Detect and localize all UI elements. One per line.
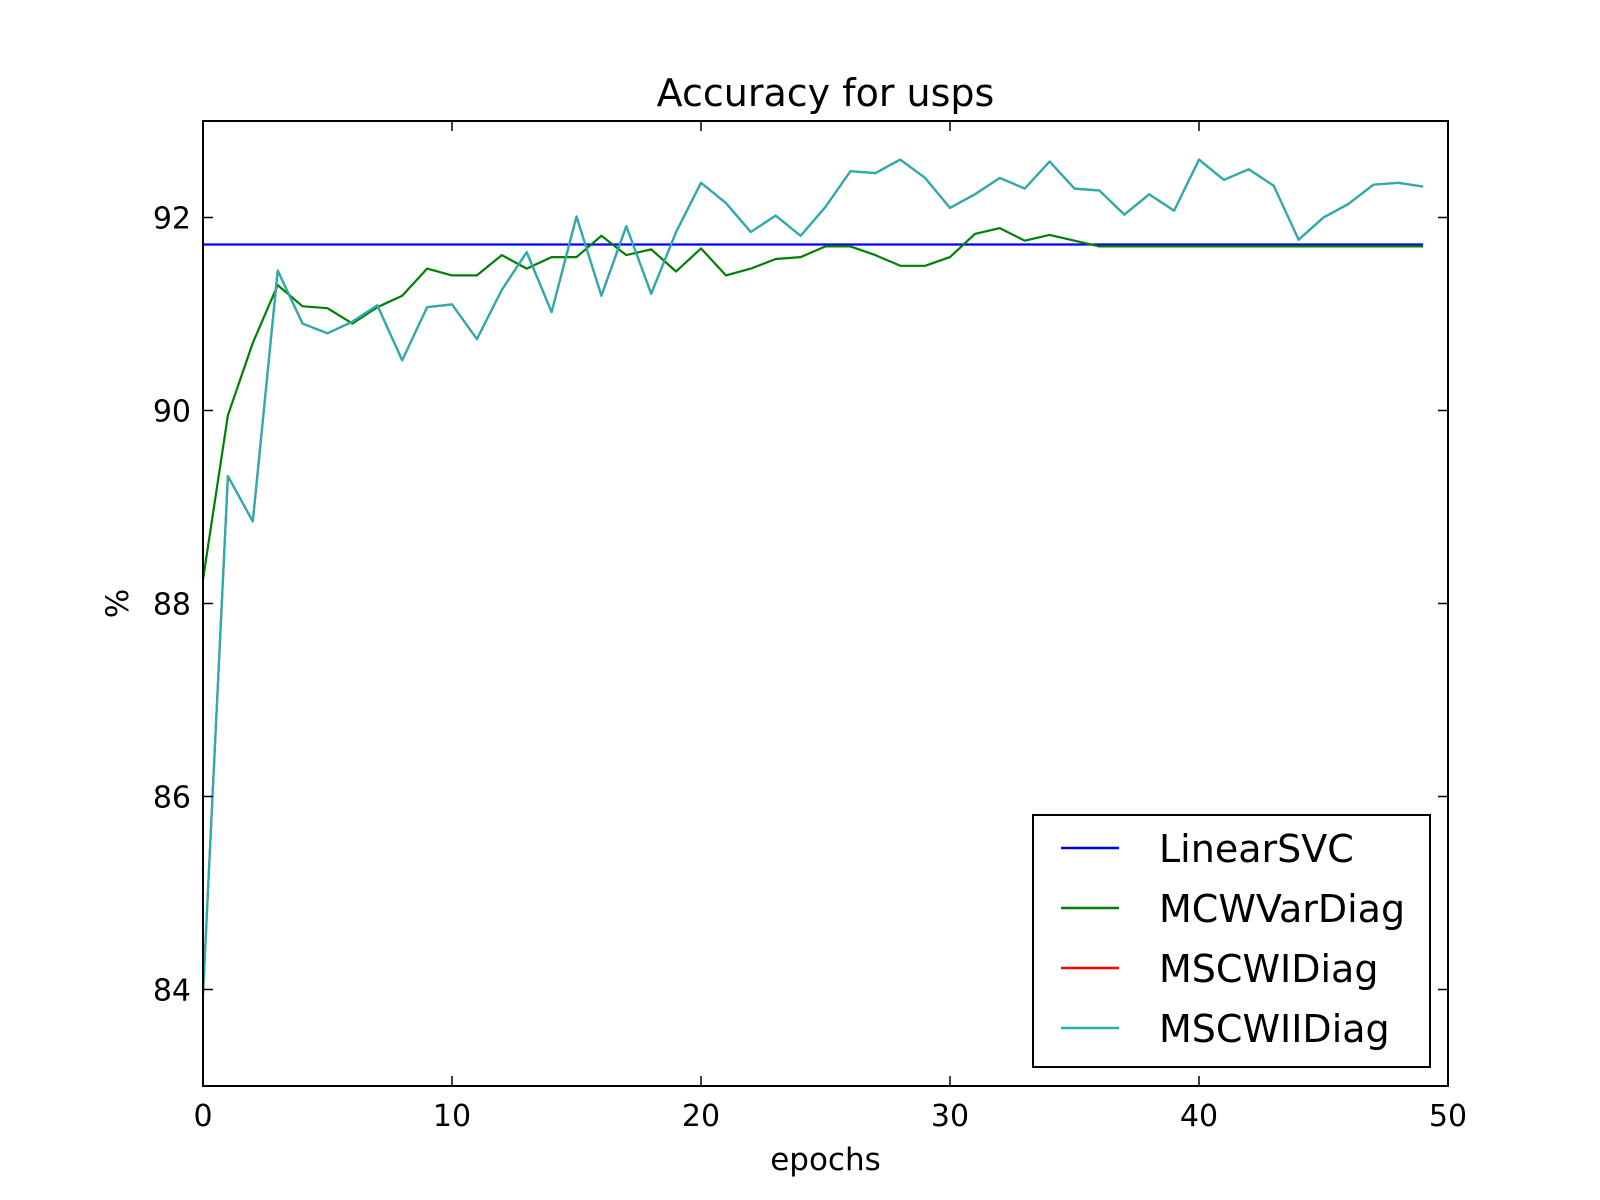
x-tick-label: 10 (433, 1099, 471, 1134)
x-tick-label: 20 (682, 1099, 720, 1134)
legend-label-mscwiidiag: MSCWIIDiag (1159, 1007, 1390, 1051)
x-tick-label: 30 (931, 1099, 969, 1134)
x-tick-label: 50 (1429, 1099, 1467, 1134)
legend-label-mscwidiag: MSCWIDiag (1159, 947, 1378, 991)
chart-title: Accuracy for usps (657, 71, 995, 115)
x-tick-label: 0 (193, 1099, 212, 1134)
legend-box (1032, 814, 1431, 1068)
legend: LinearSVC MCWVarDiag MSCWIDiag MSCWIIDiag (1032, 814, 1431, 1068)
legend-label-linearsvc: LinearSVC (1159, 827, 1354, 871)
y-tick-label: 90 (153, 395, 191, 430)
y-tick-label: 86 (153, 781, 191, 816)
series-line-mcwvardiag (201, 227, 1424, 580)
series-line-mscwiidiag (201, 158, 1424, 995)
x-tick-label: 40 (1180, 1099, 1218, 1134)
axis-ticks: 0 10 20 30 40 50 84 86 88 90 92 (153, 121, 1467, 1134)
x-axis-title: epochs (770, 1142, 881, 1178)
series-layer (201, 158, 1424, 995)
legend-label-mcwvardiag: MCWVarDiag (1159, 887, 1405, 931)
y-tick-label: 84 (153, 974, 191, 1009)
y-tick-label: 92 (153, 202, 191, 237)
y-tick-label: 88 (153, 588, 191, 623)
y-axis-title: % (100, 589, 136, 618)
